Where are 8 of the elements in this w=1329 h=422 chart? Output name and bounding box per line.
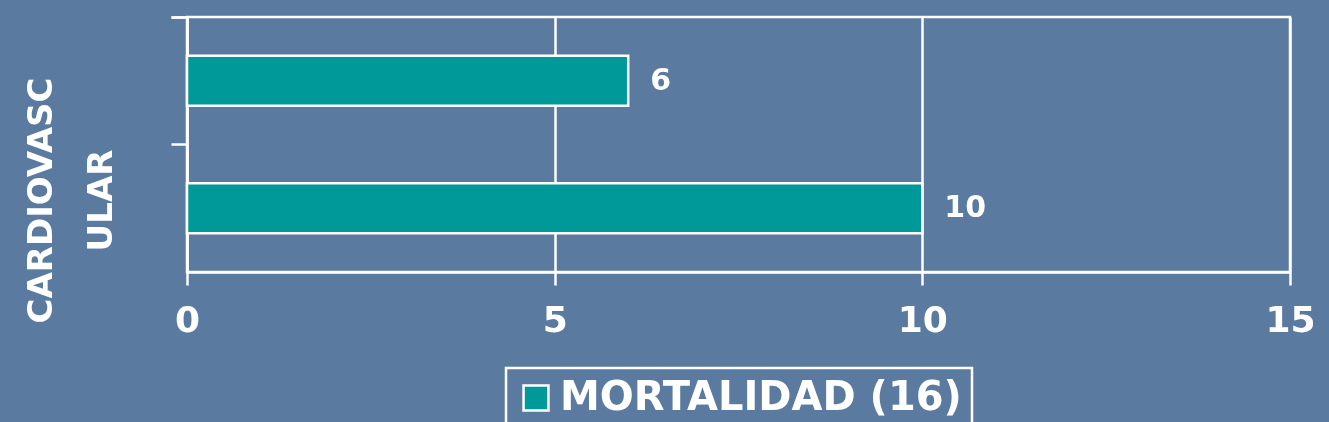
data-label: 10 bbox=[944, 189, 987, 225]
x-tick-label: 0 bbox=[174, 298, 201, 340]
data-label: 6 bbox=[650, 61, 672, 97]
legend-label: MORTALIDAD (16) bbox=[560, 373, 962, 419]
x-tick-label: 10 bbox=[897, 298, 948, 340]
y-axis-title: CARDIOVASC ULAR bbox=[19, 77, 120, 324]
x-tick-label: 5 bbox=[542, 298, 568, 340]
x-tick-label: 15 bbox=[1265, 298, 1316, 340]
